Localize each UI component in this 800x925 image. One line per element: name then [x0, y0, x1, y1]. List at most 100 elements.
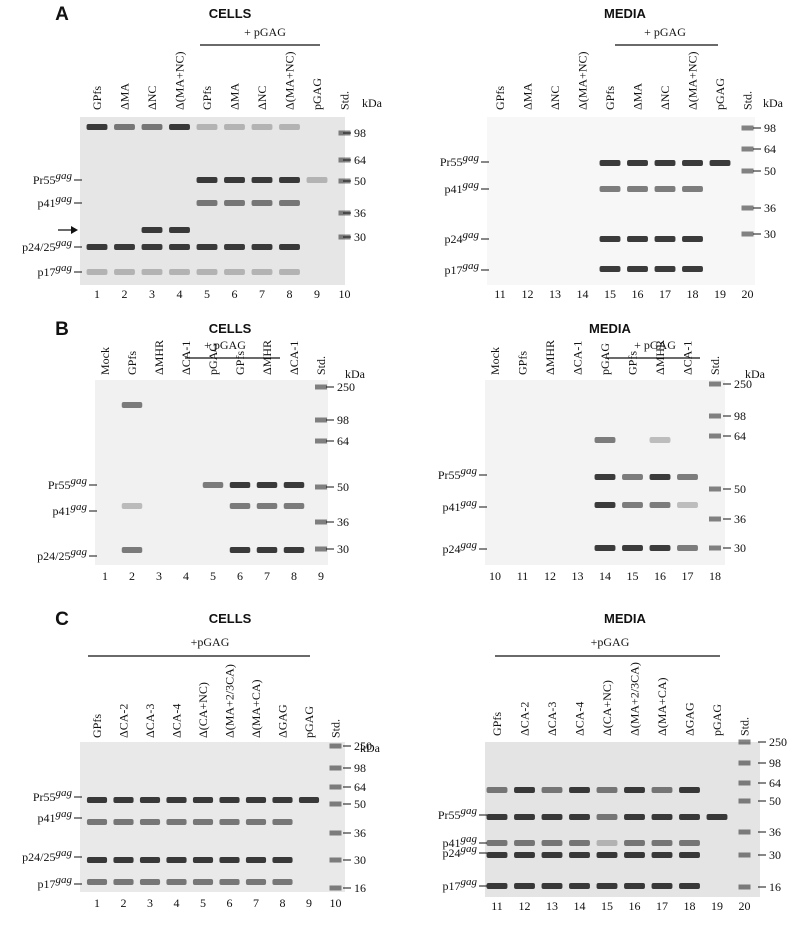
- unit-label: kDa: [745, 367, 766, 381]
- blot-media: MEDIA + pGAG GPfs 11 ΔMA 12 ΔNC 13 Δ(MA+NC) 14 GPf…: [440, 6, 784, 301]
- band: [596, 852, 618, 858]
- ladder-band: [329, 857, 342, 863]
- lane-number: 11: [491, 899, 503, 913]
- unit-label: kDa: [360, 741, 381, 755]
- band-name: p24/25: [22, 240, 55, 254]
- band: [298, 797, 320, 803]
- ladder-band: [738, 884, 751, 890]
- marker-label: 50: [337, 480, 349, 494]
- band: [682, 266, 703, 272]
- marker-label: 36: [764, 201, 776, 215]
- panel-letter: B: [55, 319, 69, 340]
- lane-header: Std.: [738, 717, 752, 736]
- lane-header: ΔMHR: [152, 340, 166, 375]
- marker-label: 98: [354, 126, 366, 140]
- band-label: p41gag: [443, 833, 478, 850]
- band: [251, 244, 273, 250]
- lane-header: ΔCA-3: [143, 704, 157, 738]
- ladder-band: [738, 739, 751, 745]
- band: [283, 547, 305, 553]
- band: [599, 236, 621, 242]
- lane-number: 1: [102, 569, 108, 583]
- band: [279, 177, 300, 183]
- band: [627, 186, 648, 192]
- marker-label: 250: [769, 735, 787, 749]
- marker-label: 250: [734, 377, 752, 391]
- band: [514, 883, 535, 889]
- band-superscript: gag: [56, 237, 73, 249]
- band: [486, 814, 508, 820]
- unit-label: kDa: [763, 96, 784, 110]
- lane-header: Std.: [314, 356, 328, 375]
- lane-header: Δ(MA+NC): [283, 52, 297, 110]
- band: [651, 883, 673, 889]
- lane-number: 15: [627, 569, 639, 583]
- lane-number: 15: [604, 287, 616, 301]
- marker-label: 64: [354, 780, 366, 794]
- band: [169, 269, 190, 275]
- marker-label: 36: [354, 826, 366, 840]
- band: [594, 474, 616, 480]
- band-name: p41: [445, 182, 463, 196]
- band: [256, 547, 278, 553]
- lane-number: 10: [330, 896, 342, 910]
- lane-header: Δ(MA+2/3CA): [628, 662, 642, 736]
- band-name: p17: [38, 265, 56, 279]
- band: [196, 177, 218, 183]
- band-name: p17: [443, 879, 461, 893]
- lane-number: 13: [572, 569, 584, 583]
- band: [306, 177, 328, 183]
- ladder-band: [738, 829, 751, 835]
- ladder-band: [329, 765, 342, 771]
- band-label: p17gag: [38, 874, 73, 891]
- band-name: p24: [443, 542, 461, 556]
- band: [283, 482, 305, 488]
- band: [622, 545, 643, 551]
- lane-header: GPfs: [90, 86, 104, 110]
- blot-title: MEDIA: [589, 321, 632, 336]
- treatment-label: + pGAG: [244, 25, 286, 39]
- lane-header: ΔCA-1: [571, 341, 585, 375]
- band: [486, 787, 508, 793]
- lane-header: GPfs: [603, 86, 617, 110]
- marker-label: 98: [764, 121, 776, 135]
- band: [541, 852, 563, 858]
- band: [141, 227, 163, 233]
- marker-label: 30: [337, 542, 349, 556]
- lane-header: Std.: [741, 91, 755, 110]
- band: [599, 186, 621, 192]
- band: [251, 177, 273, 183]
- band: [651, 840, 673, 846]
- band: [627, 236, 648, 242]
- lane-header: GPfs: [125, 351, 139, 375]
- band-label: p24gag: [443, 843, 478, 860]
- lane-number: 19: [711, 899, 723, 913]
- lane-number: 3: [147, 896, 153, 910]
- lane-header: ΔNC: [255, 86, 269, 110]
- band-superscript: gag: [56, 808, 73, 820]
- ladder-band: [738, 780, 751, 786]
- lane-number: 7: [253, 896, 259, 910]
- band: [121, 547, 143, 553]
- marker-label: 16: [769, 880, 781, 894]
- band: [541, 883, 563, 889]
- band: [677, 474, 698, 480]
- lane-number: 16: [632, 287, 644, 301]
- band: [654, 160, 676, 166]
- band-name: Pr55: [438, 468, 461, 482]
- band: [141, 269, 163, 275]
- band: [141, 244, 163, 250]
- band: [569, 840, 590, 846]
- band: [486, 840, 508, 846]
- band: [139, 819, 161, 825]
- lane-header: Mock: [488, 347, 502, 375]
- band: [245, 819, 267, 825]
- band: [624, 840, 645, 846]
- band-superscript: gag: [71, 501, 88, 513]
- lane-header: ΔMA: [228, 83, 242, 110]
- band: [596, 814, 618, 820]
- lane-number: 2: [121, 896, 127, 910]
- gel: [95, 380, 328, 565]
- band: [251, 200, 273, 206]
- band-name: Pr55: [33, 790, 56, 804]
